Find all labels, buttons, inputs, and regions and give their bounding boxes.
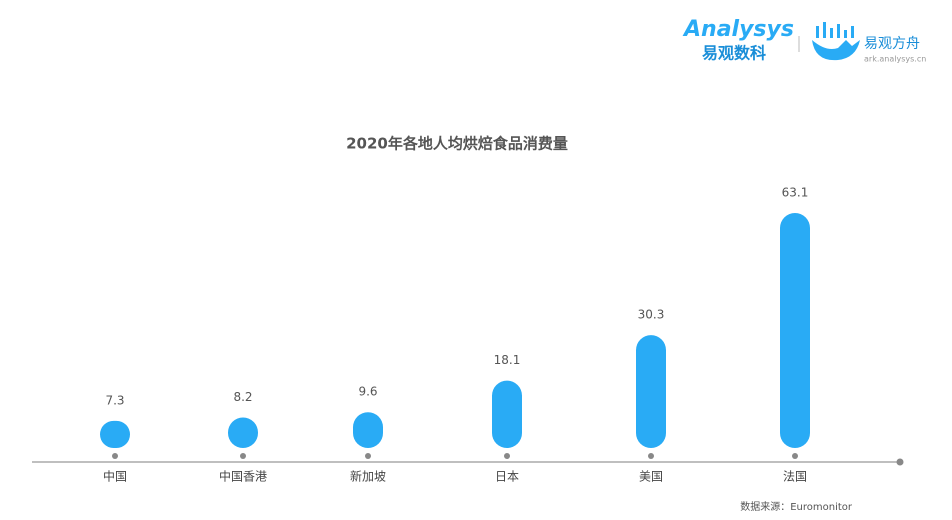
value-label: 9.6: [358, 385, 377, 399]
product-url: ark.analysys.cn: [864, 55, 926, 64]
value-label: 18.1: [494, 353, 521, 367]
tick-dot: [240, 453, 246, 459]
whale-icon: [812, 40, 860, 61]
chart-title: 2020年各地人均烘焙食品消费量: [346, 135, 568, 153]
x-tick-label: 法国: [783, 470, 807, 484]
x-tick-label: 新加坡: [350, 469, 386, 484]
product-cn: 易观方舟: [864, 36, 920, 52]
brand: Analysys: [682, 17, 794, 42]
x-tick-label: 美国: [639, 470, 663, 484]
value-label: 63.1: [782, 186, 809, 200]
value-label: 8.2: [233, 390, 252, 404]
tick-dot: [112, 453, 118, 459]
bar: [228, 417, 258, 448]
source: 数据来源：Euromonitor: [740, 500, 853, 513]
bar: [492, 380, 522, 448]
tick-dot: [648, 453, 654, 459]
x-tick-label: 中国香港: [219, 469, 267, 484]
bar: [780, 213, 810, 448]
value-label: 30.3: [638, 308, 665, 322]
whale-bars: [816, 22, 854, 38]
bar: [636, 335, 666, 448]
value-label: 7.3: [105, 393, 124, 407]
bar: [353, 412, 383, 448]
logo: Analysys 易观数科 易观方舟 ark.analysys.cn: [682, 17, 926, 64]
tick-dot: [365, 453, 371, 459]
x-tick-label: 中国: [103, 469, 127, 484]
bar: [100, 420, 130, 448]
tick-dot: [792, 453, 798, 459]
tick-dot: [504, 453, 510, 459]
brand-cn: 易观数科: [702, 44, 766, 63]
x-tick-label: 日本: [495, 470, 519, 484]
axis-end: [896, 458, 904, 466]
